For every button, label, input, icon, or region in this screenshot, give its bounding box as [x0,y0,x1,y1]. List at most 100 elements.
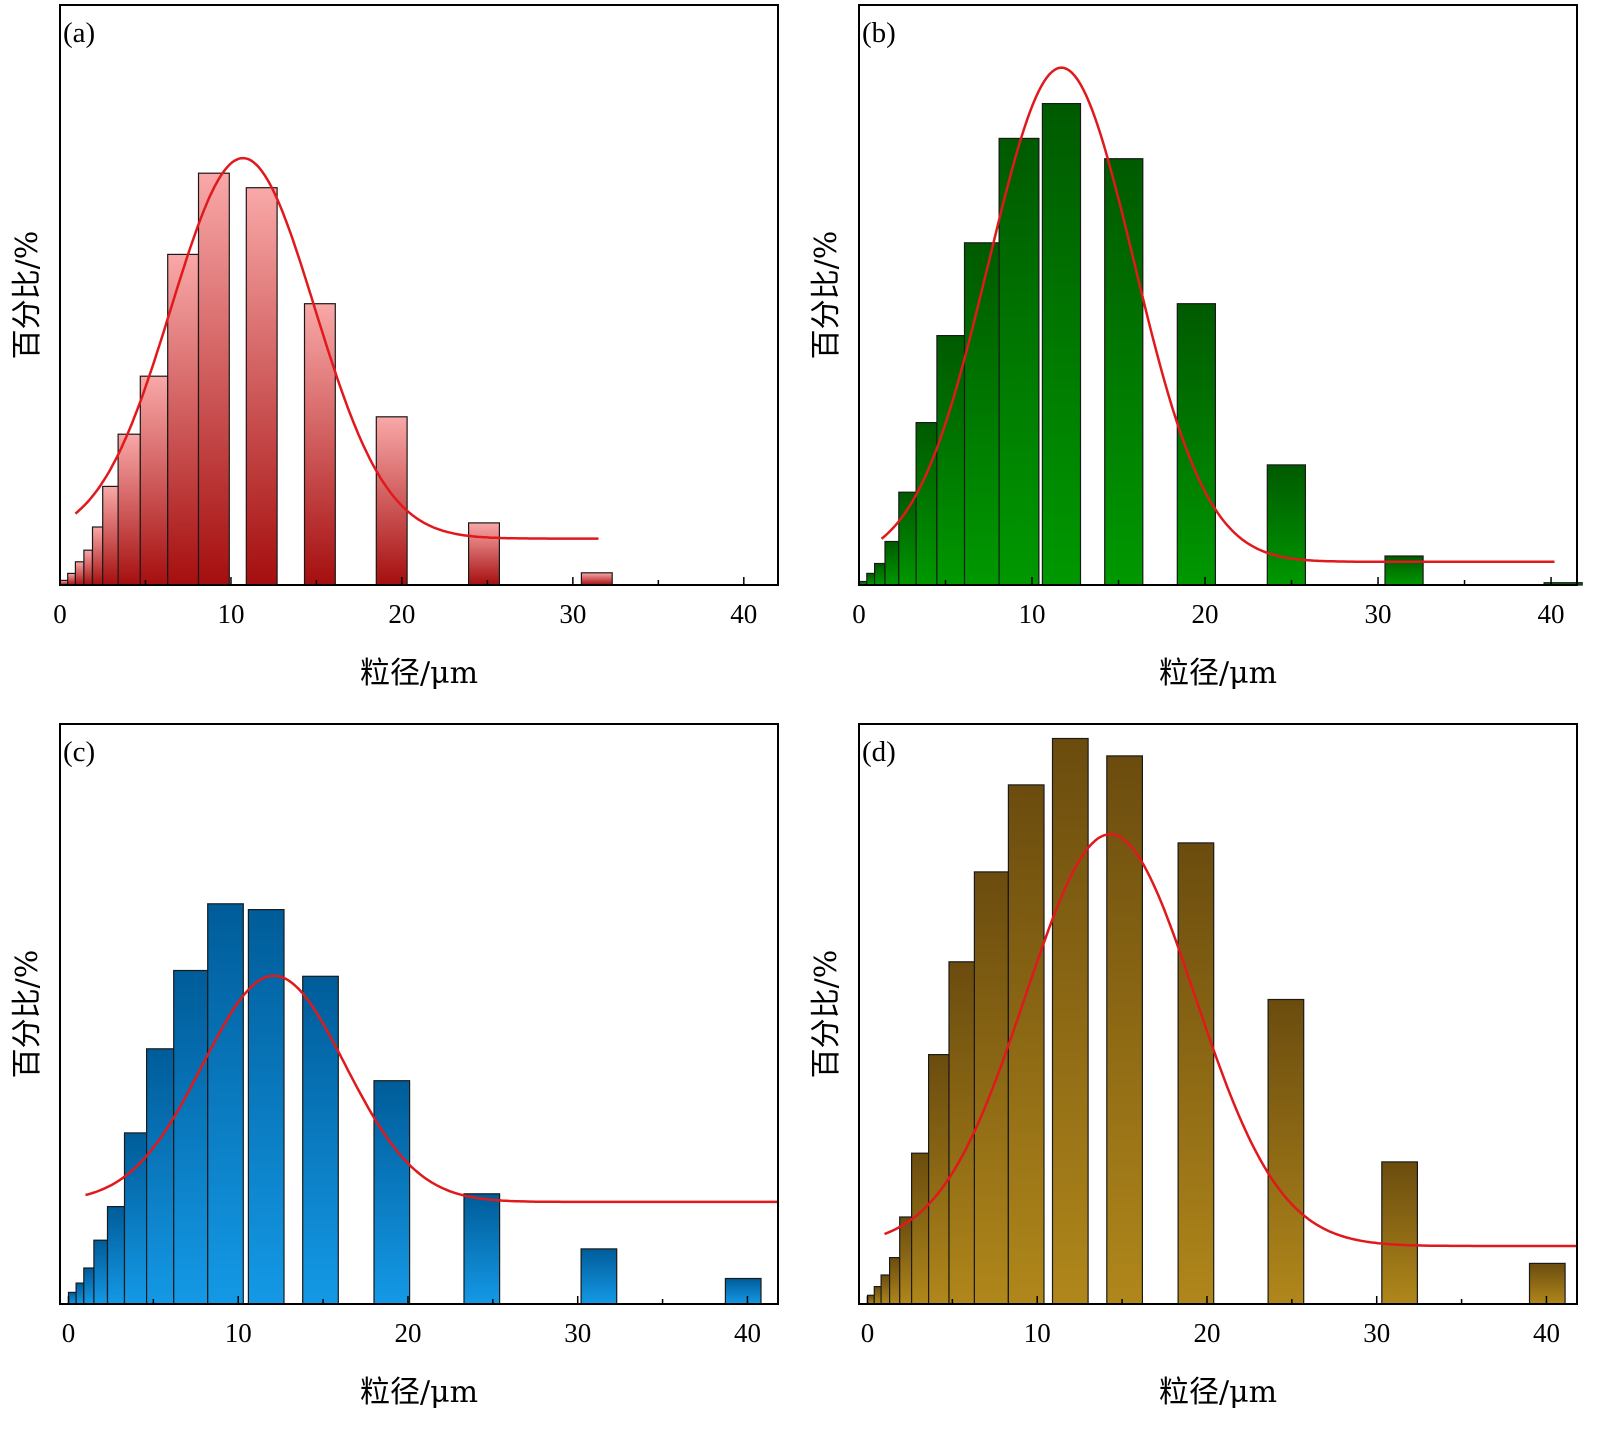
bar-c-7 [173,969,209,1305]
x-tick-label-a-0: 0 [53,599,67,629]
bar-a-12 [375,416,408,586]
fit-curve-c [85,974,778,1204]
x-tick-label-d-0: 0 [861,1318,875,1348]
bar-b-13 [1384,555,1424,586]
bar-d-1 [873,1285,882,1305]
bar-c-6 [146,1048,175,1305]
bar-d-6 [928,1054,950,1305]
bar-a-9 [197,172,230,586]
bar-a-11 [303,303,336,586]
x-tick-label-c-1: 10 [225,1318,252,1348]
bar-a-14 [580,572,613,586]
chart-c-svg: 0 10 20 30 40 粒径/μm 百分比/% (c) [10,723,779,1410]
bar-c-4 [106,1206,126,1305]
bar-c-11 [373,1080,411,1305]
plot-frame-b [858,4,1578,586]
x-tick-label-a-2: 20 [388,599,415,629]
x-tick-label-b-4: 40 [1538,599,1565,629]
bar-a-3 [83,549,94,586]
y-axis-title-c: 百分比/% [10,950,45,1079]
chart-a-svg: 0 10 20 30 40 粒径/μm 百分比/% (a) [10,4,779,691]
x-tick-label-b-1: 10 [1019,599,1046,629]
bar-d-14 [1381,1161,1418,1305]
x-tick-label-b-0: 0 [852,599,866,629]
bar-b-2 [873,562,886,586]
x-axis-title-b: 粒径/μm [1159,656,1277,691]
bar-b-3 [884,540,900,586]
bar-a-5 [102,485,119,586]
fit-curve-d [884,832,1577,1248]
x-tick-label-d-4: 40 [1533,1318,1560,1348]
panel-a: 0 10 20 30 40 粒径/μm 百分比/% (a) [0,0,799,719]
y-axis-title-a: 百分比/% [10,231,45,360]
bar-b-7 [963,242,1000,586]
bar-b-12 [1266,464,1306,586]
bar-a-2 [74,561,85,586]
bar-c-1 [75,1282,85,1305]
bar-c-12 [463,1193,501,1305]
panel-label-a: (a) [63,17,95,49]
bar-b-4 [898,491,917,586]
x-tick-label-c-4: 40 [734,1318,761,1348]
bar-c-8 [207,903,244,1305]
bar-c-9 [247,909,285,1305]
bar-d-3 [888,1256,901,1305]
plot-frame-d [858,723,1578,1305]
y-axis-title-d: 百分比/% [809,950,844,1079]
bar-d-8 [973,871,1009,1305]
x-tick-label-a-1: 10 [217,599,244,629]
bar-b-1 [866,572,876,586]
bar-a-1 [67,572,76,586]
x-tick-label-a-3: 30 [559,599,586,629]
plot-frame-c [59,723,779,1305]
bar-d-5 [910,1152,930,1305]
bar-d-2 [880,1274,891,1305]
bar-d-9 [1007,784,1045,1305]
bar-d-4 [899,1216,913,1305]
bar-b-10 [1104,158,1144,586]
bar-c-2 [83,1267,95,1305]
bar-a-7 [139,375,169,586]
x-tick-label-b-2: 20 [1192,599,1219,629]
fit-curve-b [880,66,1555,564]
bar-a-4 [91,526,104,586]
y-axis-title-b: 百分比/% [809,231,844,360]
x-tick-label-a-4: 40 [730,599,757,629]
panel-label-b: (b) [862,17,896,49]
bar-d-10 [1051,737,1089,1305]
bar-b-5 [915,422,938,586]
panel-b: 0 10 20 30 40 粒径/μm 百分比/% (b) [799,0,1598,719]
x-axis-title-c: 粒径/μm [360,1375,478,1410]
bar-d-7 [948,961,976,1305]
bar-b-8 [998,137,1040,586]
x-tick-label-d-3: 30 [1363,1318,1390,1348]
bar-d-11 [1106,755,1143,1305]
chart-d-svg: 0 10 20 30 40 粒径/μm 百分比/% (d) [809,723,1578,1410]
bar-c-13 [580,1248,618,1305]
panel-d: 0 10 20 30 40 粒径/μm 百分比/% (d) [799,719,1598,1438]
x-tick-label-c-3: 30 [564,1318,591,1348]
bar-c-3 [93,1239,109,1305]
bar-b-9 [1041,102,1082,586]
bar-c-10 [302,975,339,1305]
panel-c: 0 10 20 30 40 粒径/μm 百分比/% (c) [0,719,799,1438]
bar-b-11 [1176,303,1216,586]
fit-curve-a [74,156,599,540]
x-tick-label-b-3: 30 [1365,599,1392,629]
x-tick-label-c-2: 20 [394,1318,421,1348]
plot-frame-a [59,4,779,586]
panel-label-c: (c) [63,736,95,768]
x-axis-title-d: 粒径/μm [1159,1375,1277,1410]
bar-d-15 [1528,1262,1566,1305]
bar-d-0 [866,1294,875,1305]
bar-a-10 [245,187,278,586]
x-tick-label-c-0: 0 [62,1318,76,1348]
panel-label-d: (d) [862,736,896,768]
bar-c-0 [67,1291,77,1305]
bar-a-6 [117,433,141,586]
chart-b-svg: 0 10 20 30 40 粒径/μm 百分比/% (b) [809,4,1583,691]
x-tick-label-d-1: 10 [1024,1318,1051,1348]
x-tick-label-d-2: 20 [1193,1318,1220,1348]
bar-a-13 [468,522,501,586]
bar-d-12 [1177,842,1215,1305]
